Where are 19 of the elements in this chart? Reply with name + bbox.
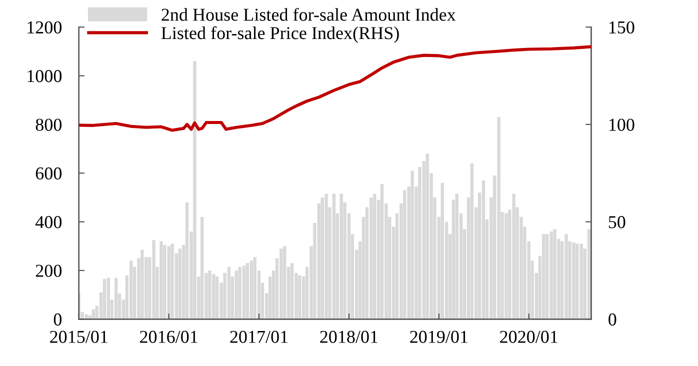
x-tick-label: 2015/01 bbox=[50, 330, 108, 343]
y-tick-label: 600 bbox=[36, 167, 62, 180]
y2-tick-label: 50 bbox=[608, 216, 626, 228]
x-tick-label: 2019/01 bbox=[410, 330, 468, 343]
y2-tick-label: 100 bbox=[609, 118, 634, 131]
y-tick-label: 1000 bbox=[28, 70, 62, 82]
legend-label: Listed for-sale Price Index(RHS) bbox=[161, 26, 399, 43]
y-tick-label: 0 bbox=[54, 313, 62, 326]
legend-label: 2nd House Listed for-sale Amount Index bbox=[162, 8, 456, 21]
x-tick-label: 2016/01 bbox=[140, 330, 198, 343]
x-tick-label: 2017/01 bbox=[230, 330, 288, 343]
x-tick-label: 2020/01 bbox=[500, 330, 558, 343]
y-tick-label: 200 bbox=[36, 264, 62, 277]
x-tick-label: 2018/01 bbox=[320, 330, 378, 343]
y-tick-label: 400 bbox=[35, 216, 62, 228]
y-tick-label: 800 bbox=[36, 118, 62, 131]
y-tick-label: 1200 bbox=[28, 21, 62, 34]
y2-tick-label: 150 bbox=[609, 21, 634, 34]
y2-tick-label: 0 bbox=[608, 313, 616, 326]
